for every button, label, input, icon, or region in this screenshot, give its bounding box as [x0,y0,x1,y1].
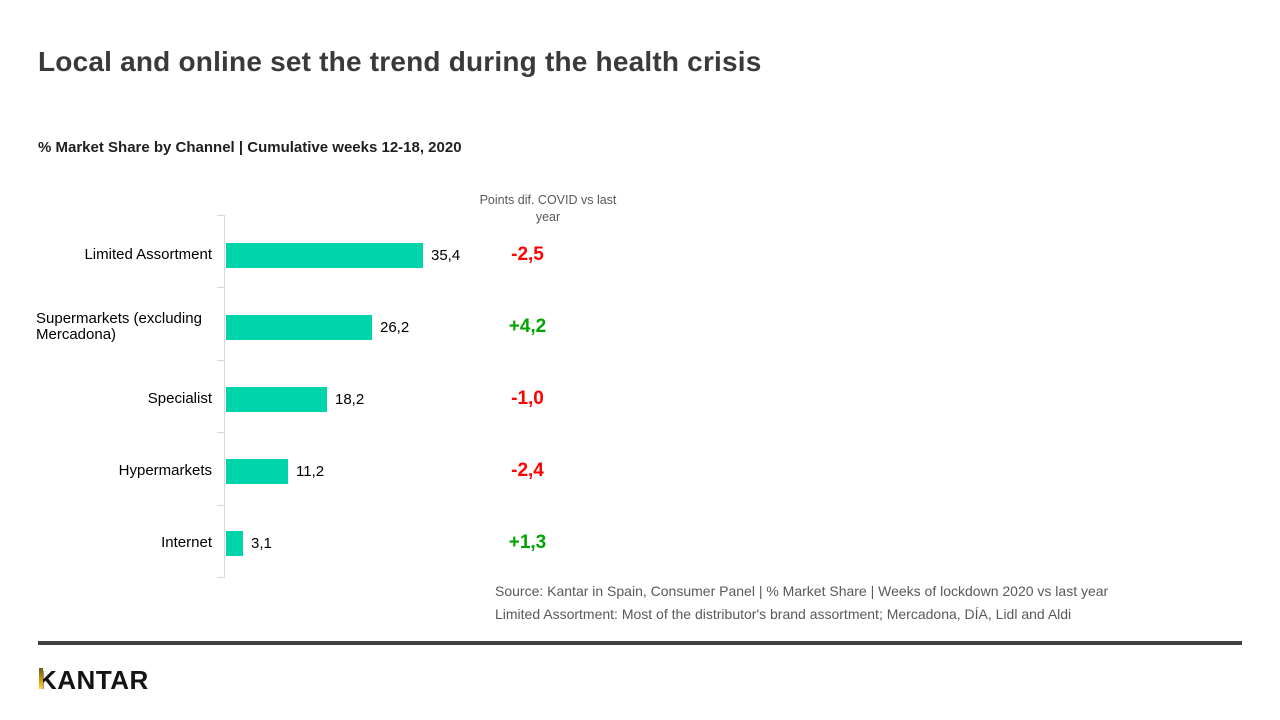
market-share-bar [226,314,372,340]
category-label: Limited Assortment [84,246,212,263]
bar-track: 3,1 [226,530,272,556]
bar-row: Supermarkets (excluding Mercadona) 26,2 +4… [0,291,1280,363]
bar-row: Limited Assortment 35,4 -2,5 [0,219,1280,291]
bar-row: Internet 3,1 +1,3 [0,507,1280,579]
diff-value: -2,4 [511,460,544,481]
diff-column-header: Points dif. COVID vs last year [479,193,617,224]
chart-subtitle: % Market Share by Channel | Cumulative w… [38,139,462,156]
diff-value: +4,2 [508,316,547,337]
market-share-bar [226,530,243,556]
bar-value-label: 18,2 [335,390,365,408]
bar-track: 26,2 [226,314,410,340]
bar-row: Specialist 18,2 -1,0 [0,363,1280,435]
market-share-bar [226,242,423,268]
source-line-1: Source: Kantar in Spain, Consumer Panel … [495,583,1109,599]
category-axis-line [224,215,225,577]
category-label: Supermarkets (excluding Mercadona) [36,310,202,343]
bar-track: 11,2 [226,458,325,484]
diff-value: -2,5 [511,244,544,265]
page-title: Local and online set the trend during th… [38,46,762,77]
axis-tick [217,360,225,361]
bar-track: 18,2 [226,386,365,412]
source-note: Source: Kantar in Spain, Consumer Panel … [495,580,1108,626]
bar-value-label: 11,2 [296,462,325,480]
diff-value: +1,3 [508,532,547,553]
bar-value-label: 3,1 [251,534,272,552]
axis-tick [217,577,225,578]
bar-row: Hypermarkets 11,2 -2,4 [0,435,1280,507]
source-line-2: Limited Assortment: Most of the distribu… [495,606,1072,622]
axis-tick [217,215,225,216]
kantar-logo-gold-accent-icon [39,668,43,689]
bar-chart: Limited Assortment 35,4 -2,5 Supermarkets (… [0,219,1280,579]
bar-value-label: 26,2 [380,318,410,336]
axis-tick [217,432,225,433]
footer-divider [38,641,1242,645]
diff-value: -1,0 [511,388,544,409]
axis-tick [217,287,225,288]
market-share-bar [226,386,327,412]
kantar-logo-text: KANTAR [38,665,149,695]
axis-tick [217,505,225,506]
category-label: Internet [161,534,212,551]
category-label: Hypermarkets [118,462,212,479]
bar-track: 35,4 [226,242,461,268]
kantar-logo: KANTAR [38,665,149,696]
market-share-bar [226,458,288,484]
category-label: Specialist [147,390,212,407]
bar-value-label: 35,4 [431,246,461,264]
